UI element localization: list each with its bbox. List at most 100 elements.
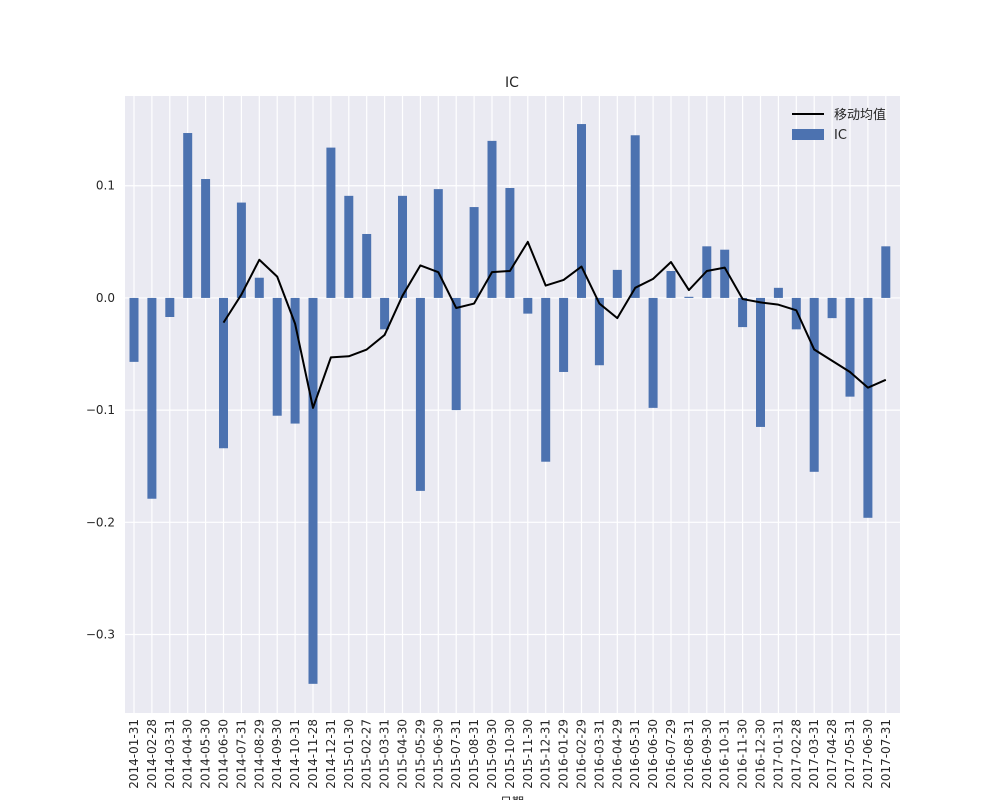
x-tick-label: 2014-06-30: [217, 719, 231, 789]
x-tick-label: 2014-10-31: [288, 719, 302, 789]
x-tick-label: 2017-06-30: [861, 719, 875, 789]
x-tick-label: 2016-02-29: [575, 719, 589, 789]
x-tick-label: 2015-07-31: [449, 719, 463, 789]
moving-average-line-group: [222, 240, 887, 409]
ic-bar: [433, 189, 443, 298]
ic-bar: [165, 297, 175, 317]
ic-bar: [415, 297, 425, 491]
x-tick-label: 2015-12-31: [539, 719, 553, 789]
x-tick-label: 2014-12-31: [324, 719, 338, 789]
ic-bar: [773, 287, 783, 298]
y-axis: 0.1 0.0 −0.1 −0.2 −0.3: [86, 179, 115, 642]
ic-bar: [326, 147, 336, 298]
legend-label-ic: IC: [834, 128, 847, 143]
ic-bar: [469, 207, 479, 298]
ic-bar: [791, 297, 801, 330]
x-tick-label: 2014-09-30: [270, 719, 284, 789]
x-tick-label: 2017-03-31: [807, 719, 821, 789]
x-tick-label: 2016-12-30: [754, 719, 768, 789]
ic-bar: [505, 187, 515, 298]
ic-bar: [541, 297, 551, 462]
x-tick-label: 2016-08-31: [682, 719, 696, 789]
x-tick-label: 2016-04-29: [610, 719, 624, 789]
ic-bar: [738, 297, 748, 328]
x-tick-label: 2014-02-28: [145, 719, 159, 789]
x-tick-label: 2016-09-30: [700, 719, 714, 789]
ic-bar: [236, 202, 246, 298]
y-tick-label: −0.3: [86, 627, 115, 641]
x-tick-label: 2017-05-31: [843, 719, 857, 789]
x-tick-label: 2015-09-30: [485, 719, 499, 789]
ic-bar: [219, 297, 228, 449]
x-tick-label: 2014-05-30: [199, 719, 213, 789]
x-tick-label: 2015-01-30: [342, 719, 356, 789]
ic-bar: [254, 277, 264, 298]
x-tick-label: 2014-04-30: [181, 719, 195, 789]
ic-bar: [451, 297, 461, 411]
x-tick-label: 2017-07-31: [879, 719, 893, 789]
ic-bar: [487, 140, 497, 298]
x-tick-label: 2015-08-31: [467, 719, 481, 789]
x-tick-label: 2016-01-29: [557, 719, 571, 789]
y-tick-label: −0.2: [86, 515, 115, 529]
y-tick-label: 0.1: [96, 179, 115, 193]
ic-bar: [594, 297, 604, 366]
ic-bar: [630, 135, 640, 298]
ic-bar: [272, 297, 282, 416]
x-axis: 2014-01-31 2014-02-28 2014-03-31 2014-04-30…: [127, 719, 893, 789]
x-tick-label: 2016-10-31: [718, 719, 732, 789]
x-tick-label: 2015-03-31: [378, 719, 392, 789]
ic-bar: [666, 271, 676, 298]
ic-bar: [398, 195, 407, 298]
x-tick-label: 2015-04-30: [396, 719, 410, 789]
legend-label-moving-average: 移动均值: [834, 107, 886, 123]
x-tick-label: 2014-03-31: [163, 719, 177, 789]
x-tick-label: 2016-11-30: [736, 719, 750, 789]
ic-bar: [577, 124, 586, 298]
ic-bar: [380, 297, 390, 330]
ic-bar: [863, 297, 873, 518]
ic-bar: [201, 179, 211, 298]
y-tick-label: −0.1: [86, 403, 115, 417]
legend: 移动均值 IC: [792, 107, 886, 143]
x-tick-label: 2016-05-31: [628, 719, 642, 789]
x-tick-label: 2014-07-31: [234, 719, 248, 789]
ic-bars: [129, 124, 891, 684]
moving-average-line: [222, 240, 887, 409]
ic-bar: [362, 233, 372, 298]
x-tick-label: 2016-07-29: [664, 719, 678, 789]
x-tick-label: 2014-08-29: [252, 719, 266, 789]
x-tick-label: 2015-11-30: [521, 719, 535, 789]
x-tick-label: 2014-11-28: [306, 719, 320, 789]
x-tick-label: 2015-02-27: [360, 719, 374, 789]
ic-bar: [129, 297, 139, 362]
ic-bar: [756, 297, 765, 427]
ic-bar: [827, 297, 837, 319]
y-tick-label: 0.0: [96, 291, 115, 305]
ic-bar: [720, 249, 730, 298]
x-tick-label: 2015-10-30: [503, 719, 517, 789]
ic-bar: [344, 195, 354, 298]
x-tick-label: 2017-02-28: [789, 719, 803, 789]
x-tick-label: 2015-05-29: [413, 719, 427, 789]
ic-bar: [648, 297, 658, 408]
ic-bar: [612, 269, 622, 298]
x-tick-label: 2015-06-30: [431, 719, 445, 789]
ic-bar: [183, 133, 193, 298]
legend-bar-swatch: [792, 129, 824, 140]
x-tick-label: 2016-03-31: [592, 719, 606, 789]
ic-bar: [881, 246, 891, 298]
ic-bar: [523, 297, 533, 314]
x-axis-label: 日期: [500, 795, 524, 800]
x-tick-label: 2016-06-30: [646, 719, 660, 789]
ic-bar: [147, 297, 157, 499]
ic-bar: [559, 297, 569, 372]
x-tick-label: 2014-01-31: [127, 719, 141, 789]
ic-bar: [290, 297, 300, 424]
x-tick-label: 2017-04-28: [825, 719, 839, 789]
ic-bar: [308, 297, 318, 684]
ic-bar: [684, 296, 694, 298]
ic-bar: [809, 297, 819, 472]
x-tick-label: 2017-01-31: [771, 719, 785, 789]
